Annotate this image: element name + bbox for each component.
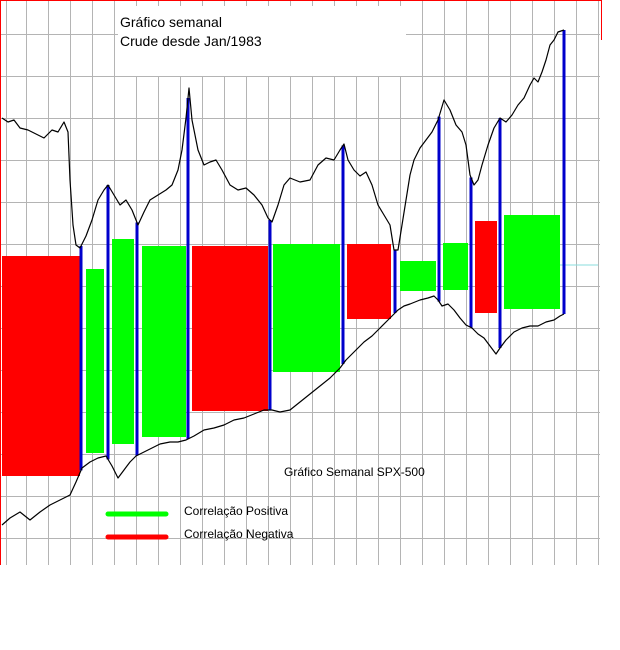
- correlation-box-positive: [86, 269, 104, 453]
- correlation-box-positive: [273, 244, 340, 372]
- crude-line: [1, 29, 565, 251]
- correlation-box-positive: [400, 261, 436, 291]
- correlation-box-negative: [347, 244, 391, 319]
- title-box: [118, 6, 406, 76]
- chart-title-line-2: Crude desde Jan/1983: [120, 33, 262, 49]
- correlation-box-negative: [192, 246, 268, 411]
- legend-label-positive: Correlação Positiva: [184, 504, 288, 518]
- legend-label-negative: Correlação Negativa: [184, 527, 294, 541]
- price-lines: [1, 29, 565, 526]
- correlation-box-positive: [112, 239, 134, 444]
- correlation-box-negative: [2, 256, 80, 476]
- correlation-box-positive: [443, 243, 468, 290]
- spx-chart-label: Gráfico Semanal SPX-500: [284, 465, 425, 479]
- chart-title-line-1: Gráfico semanal: [120, 14, 222, 30]
- correlation-box-negative: [475, 221, 497, 313]
- turning-point-lines: [79, 30, 566, 471]
- correlation-box-positive: [504, 215, 560, 309]
- correlation-boxes: [2, 215, 560, 476]
- correlation-box-positive: [142, 246, 186, 437]
- spx-line: [1, 295, 565, 526]
